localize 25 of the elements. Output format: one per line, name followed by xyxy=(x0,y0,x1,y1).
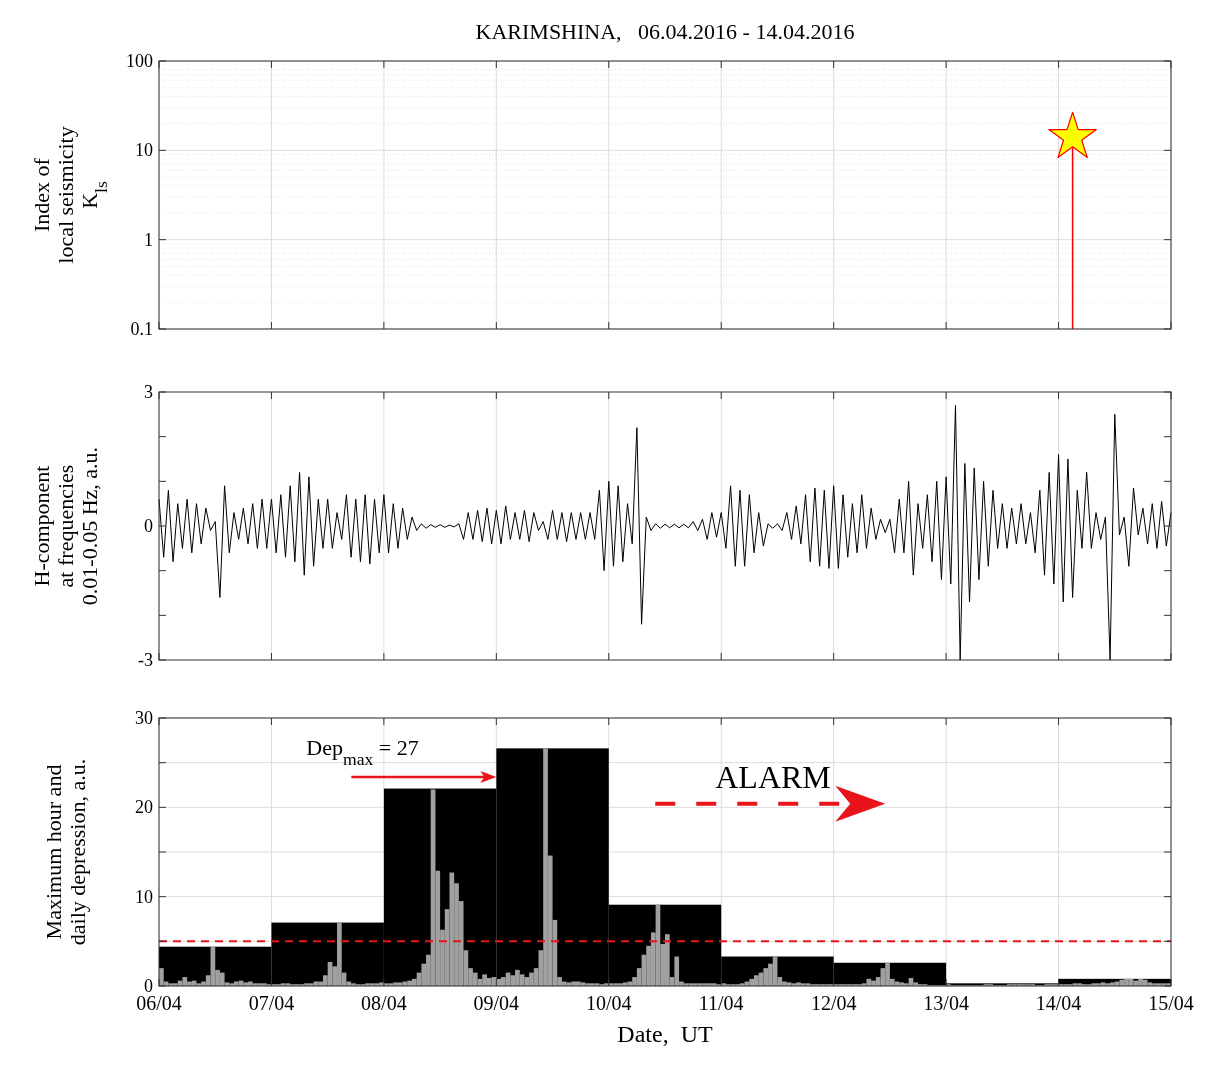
y-tick-label: 20 xyxy=(135,797,153,818)
chart-title: KARIMSHINA, 06.04.2016 - 14.04.2016 xyxy=(475,19,855,44)
y-tick-label: 1 xyxy=(144,229,153,250)
annotation: Dep$_{max}$ = 27 xyxy=(306,734,419,769)
y-tick-label: 0.1 xyxy=(130,319,153,339)
y-tick-label: -3 xyxy=(138,650,153,670)
y-tick-label: 10 xyxy=(135,886,153,907)
y-tick-label: 0 xyxy=(144,516,153,536)
y-axis-title: Maximum hour and daily depression, a.u. xyxy=(41,758,90,946)
annotation: ALARM xyxy=(715,758,831,795)
x-tick-label: 07/04 xyxy=(248,992,295,1014)
x-tick-label: 14/04 xyxy=(1035,992,1082,1014)
y-axis-title: H-component at frequencies 0.01-0.05 Hz, a.u. xyxy=(29,446,102,606)
y-tick-label: 3 xyxy=(144,382,153,402)
x-axis-title: Date, UT xyxy=(617,1021,713,1047)
x-tick-label: 13/04 xyxy=(923,992,969,1014)
x-tick-label: 10/04 xyxy=(586,992,632,1014)
y-tick-label: 10 xyxy=(135,140,153,161)
y-tick-label: 100 xyxy=(126,51,153,71)
x-tick-label: 11/04 xyxy=(698,992,744,1014)
x-tick-label: 09/04 xyxy=(473,992,520,1014)
x-tick-label: 15/04 xyxy=(1148,992,1194,1014)
x-tick-label: 12/04 xyxy=(810,992,857,1014)
x-tick-label: 08/04 xyxy=(361,992,407,1014)
y-tick-label: 30 xyxy=(135,708,153,728)
